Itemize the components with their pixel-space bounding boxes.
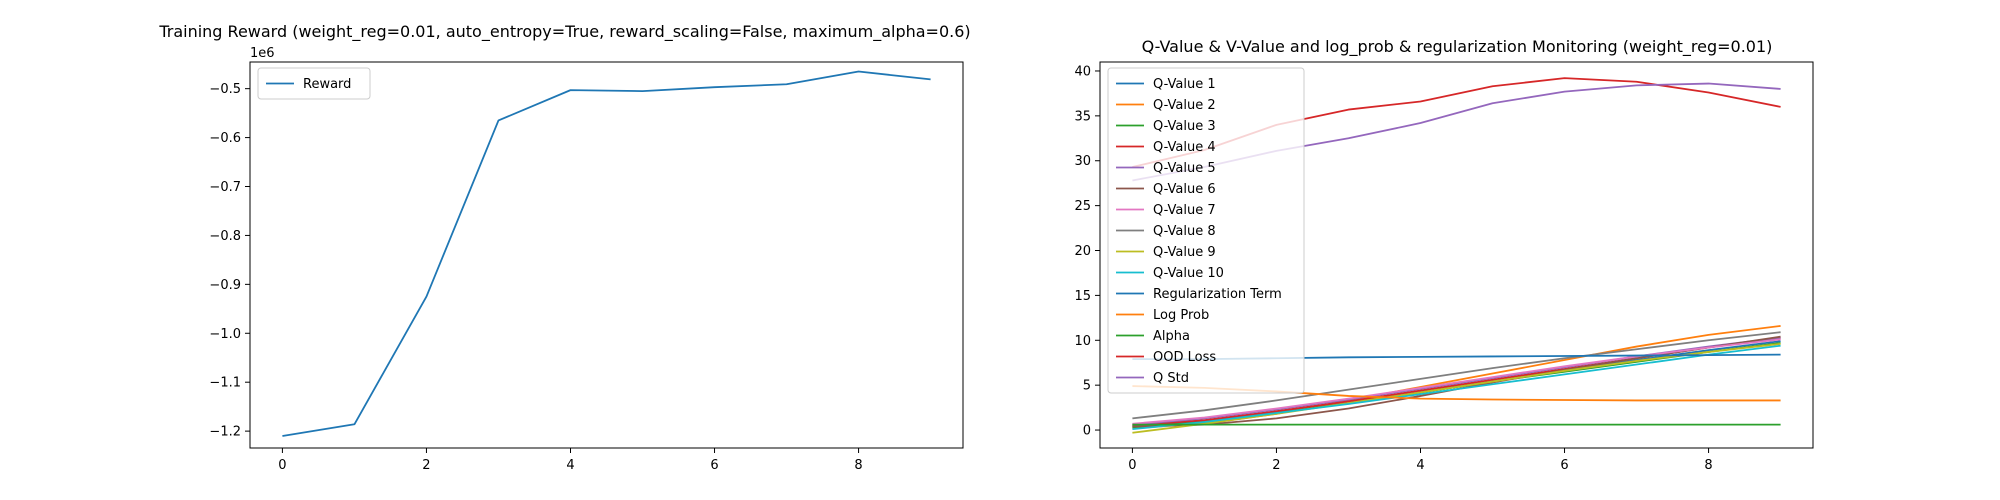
y-tick-label: −1.1 xyxy=(209,376,241,391)
legend-entry-label: Q-Value 5 xyxy=(1153,161,1216,176)
legend-entry-label: Log Prob xyxy=(1153,308,1209,323)
axes-frame xyxy=(1099,61,1814,449)
x-tick-label: 2 xyxy=(422,458,430,473)
legend-entry-label: Q Std xyxy=(1153,371,1189,386)
y-tick-label: −0.5 xyxy=(209,82,241,97)
legend-entry-label: Q-Value 3 xyxy=(1153,119,1216,134)
axes-frame xyxy=(249,61,964,449)
legend-entry-label: Q-Value 10 xyxy=(1153,266,1224,281)
series-line-8 xyxy=(1132,331,1781,420)
x-tick-label: 0 xyxy=(1128,458,1136,473)
legend-entry-label: Alpha xyxy=(1153,329,1190,344)
series-line-10 xyxy=(1132,344,1781,431)
y-tick-label: 5 xyxy=(1083,379,1091,394)
y-tick-label: 25 xyxy=(1074,199,1091,214)
y-tick-label: 15 xyxy=(1074,289,1091,304)
y-tick-label: −1.2 xyxy=(209,425,241,440)
chart-title: Q-Value & V-Value and log_prob & regular… xyxy=(1142,37,1773,57)
chart-title: Training Reward (weight_reg=0.01, auto_e… xyxy=(158,22,970,42)
y-tick-label: 10 xyxy=(1074,334,1091,349)
legend-entry-label: Q-Value 6 xyxy=(1153,182,1216,197)
y-tick-label: −0.9 xyxy=(209,278,241,293)
x-tick-label: 4 xyxy=(1416,458,1424,473)
x-tick-label: 8 xyxy=(1704,458,1712,473)
legend-entry-label: OOD Loss xyxy=(1153,350,1216,365)
legend: Q-Value 1 Q-Value 2 Q-Value 3 Q-Value 4 Q-Va… xyxy=(1107,67,1305,394)
y-tick-label: 35 xyxy=(1074,109,1091,124)
legend-entry-label: Q-Value 8 xyxy=(1153,224,1216,239)
axis-offset-text: 1e6 xyxy=(250,46,275,61)
y-tick-label: −1.0 xyxy=(209,327,241,342)
series-line-1 xyxy=(282,70,931,437)
x-tick-label: 0 xyxy=(278,458,286,473)
y-tick-label: 20 xyxy=(1074,244,1091,259)
x-tick-label: 4 xyxy=(566,458,574,473)
legend-entry-label: Reward xyxy=(303,77,351,92)
legend-entry-label: Q-Value 4 xyxy=(1153,140,1216,155)
legend-entry-label: Q-Value 1 xyxy=(1153,77,1216,92)
x-tick-label: 6 xyxy=(710,458,718,473)
y-tick-label: 40 xyxy=(1074,64,1091,79)
y-tick-label: 0 xyxy=(1083,424,1091,439)
legend: Reward xyxy=(257,67,371,100)
chart-panel-2: Q-Value & V-Value and log_prob & regular… xyxy=(1074,37,1814,473)
legend-box xyxy=(257,67,371,100)
legend-entry-label: Q-Value 2 xyxy=(1153,98,1216,113)
legend-entry-label: Q-Value 7 xyxy=(1153,203,1216,218)
y-tick-label: 30 xyxy=(1074,154,1091,169)
series-line-9 xyxy=(1132,342,1781,434)
y-tick-label: −0.8 xyxy=(209,229,241,244)
legend-box xyxy=(1107,67,1305,394)
chart-panel-1: Training Reward (weight_reg=0.01, auto_e… xyxy=(158,22,970,473)
x-tick-label: 6 xyxy=(1560,458,1568,473)
y-tick-label: −0.7 xyxy=(209,180,241,195)
y-tick-label: −0.6 xyxy=(209,131,241,146)
x-tick-label: 2 xyxy=(1272,458,1280,473)
legend-entry-label: Regularization Term xyxy=(1153,287,1282,302)
legend-entry-label: Q-Value 9 xyxy=(1153,245,1216,260)
x-tick-label: 8 xyxy=(854,458,862,473)
series-line-7 xyxy=(1132,338,1781,425)
